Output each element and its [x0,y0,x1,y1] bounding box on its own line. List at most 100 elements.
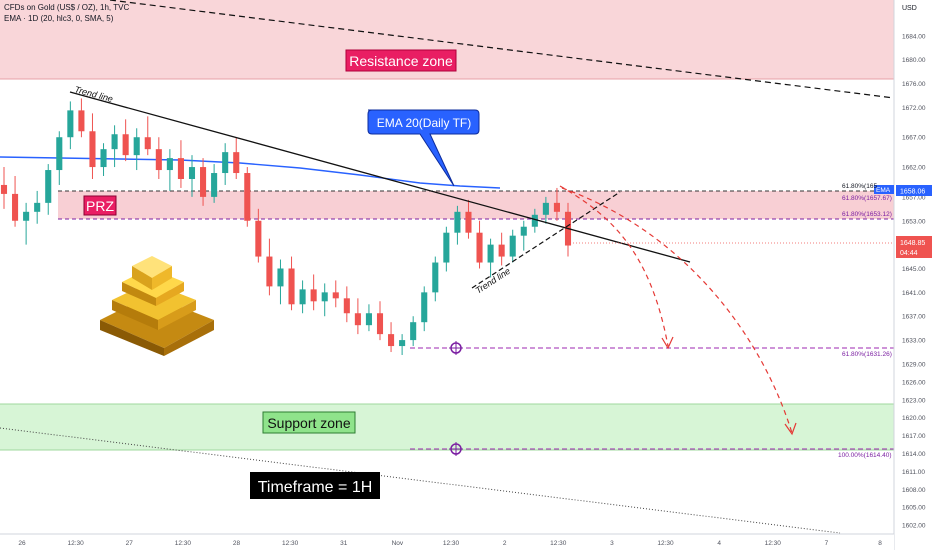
x-tick-label: 12:30 [175,540,192,547]
candle-body [0,184,8,194]
prz-zone [58,191,894,219]
ema-tag-badge [874,185,894,194]
trend-line-label-top: Trend line [73,84,114,104]
candle-body [553,202,560,212]
candle-body [188,167,196,179]
trend-line-label-bottom: Trend line [474,266,512,296]
support-label: Support zone [267,415,350,431]
candle-body [222,152,229,174]
ema-price-text: 1658.06 [900,189,925,196]
candle-body [354,313,361,326]
x-tick-label: 12:30 [657,540,674,547]
candle-body [343,298,350,314]
y-tick-label: 1667.00 [902,135,926,142]
candle-body [454,211,461,233]
candle-body [122,134,129,156]
candle-body [155,149,162,171]
resistance-label-box[interactable] [345,49,457,72]
candle-body [410,322,417,341]
indicator-header[interactable]: EMA · 1D (20, hlc3, 0, SMA, 5) [4,14,114,23]
symbol-header[interactable]: CFDs on Gold (US$ / OZ), 1h, TVC [4,3,130,12]
fib-label-c: 61.80%(1653.12) [842,211,892,218]
candle-body [89,131,96,168]
y-tick-label: 1614.00 [902,451,926,458]
y-tick-label: 1608.00 [902,487,926,494]
countdown-text: 04:44 [900,250,918,257]
prz-label-box[interactable] [83,195,117,216]
y-tick-label: 1626.00 [902,379,926,386]
candle-body [23,211,30,221]
candle-body [111,134,118,150]
y-tick-label: 1662.00 [902,165,926,172]
candle-body [443,232,450,263]
candle-body [34,202,41,212]
x-tick-label: 3 [610,540,614,547]
x-tick-label: 27 [126,540,134,547]
candles-group [0,98,572,356]
y-tick-label: 1676.00 [902,81,926,88]
candle-body [255,220,262,257]
candle-body [388,334,395,347]
last-price-badge [896,236,932,258]
y-tick-label: 1620.00 [902,415,926,422]
candle-body [421,292,428,323]
candle-body [542,202,549,215]
currency-label: USD [902,5,917,12]
x-tick-label: 7 [825,540,829,547]
x-axis-ticks: 26 12:30 27 12:30 28 12:30 31 Nov 12:30 2 12:30 3 12… [18,540,882,547]
gold-bars-image [100,256,214,356]
candle-body [365,313,372,326]
candle-body [133,137,140,156]
candle-body [509,235,516,257]
candle-body [531,214,538,227]
price-axis[interactable] [894,0,932,550]
y-tick-label: 1623.00 [902,397,926,404]
ema-price-badge [896,185,932,196]
y-tick-label: 1645.00 [902,266,926,273]
candle-body [233,152,240,174]
candle-body [166,158,173,171]
candle-body [399,340,406,347]
lower-channel-line [0,427,841,534]
fib-anchor-icon-lower [449,442,463,456]
prz-label: PRZ [86,198,114,214]
candle-body [12,193,19,221]
ema-tag-text: EMA [876,187,891,194]
y-tick-label: 1617.00 [902,433,926,440]
fib-label-100: 100.00%(1614.40) [838,452,892,459]
x-tick-label: 4 [717,540,721,547]
candle-body [211,173,218,197]
candle-body [310,289,317,302]
y-tick-label: 1633.00 [902,338,926,345]
y-tick-label: 1672.00 [902,105,926,112]
candle-body [520,226,527,236]
ema-callout-box[interactable] [367,109,480,187]
x-tick-label: 12:30 [282,540,299,547]
x-tick-label: 12:30 [550,540,567,547]
y-tick-label: 1657.00 [902,194,926,201]
x-tick-label: 12:30 [67,540,84,547]
y-tick-label: 1653.00 [902,218,926,225]
y-tick-label: 1684.00 [902,33,926,40]
projection-arrowhead-1 [661,336,674,350]
candle-body [476,232,483,263]
candle-body [432,262,439,293]
candle-body [376,313,384,335]
candle-body [56,137,63,171]
projection-arrowhead-2 [784,422,797,436]
candle-body [78,110,85,132]
candle-body [45,170,52,203]
time-axis[interactable] [0,534,894,550]
descending-trend-line [69,91,691,263]
ascending-trend-line [471,191,621,289]
support-zone [0,404,894,450]
x-tick-label: 28 [233,540,241,547]
support-label-box[interactable] [262,411,356,434]
x-tick-label: 31 [340,540,348,547]
candle-body [177,158,184,179]
x-tick-label: 12:30 [765,540,782,547]
candle-body [277,268,284,287]
candle-body [244,173,251,221]
y-tick-label: 1629.00 [902,361,926,368]
